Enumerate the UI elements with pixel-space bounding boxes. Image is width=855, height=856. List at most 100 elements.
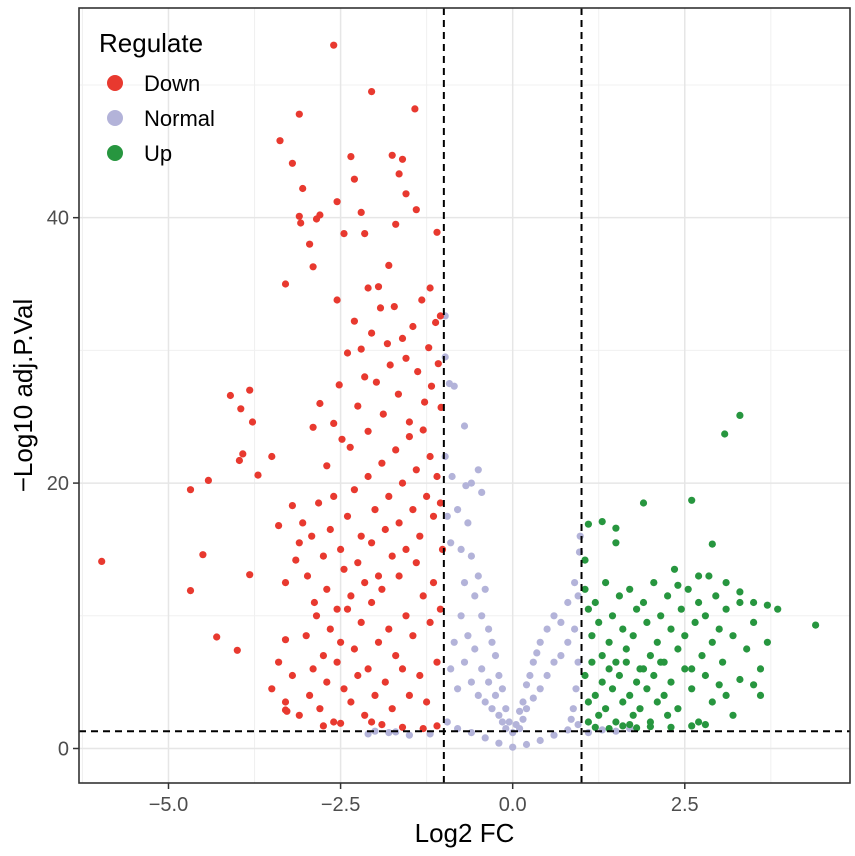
point-normal [543,671,551,680]
point-down [233,646,241,654]
point-normal [457,545,465,554]
point-down [368,598,376,607]
point-up [729,711,737,719]
point-normal [464,632,472,640]
points-layer [98,41,820,751]
threshold-lines [79,8,850,783]
series-normal [364,312,634,751]
point-normal [529,694,537,702]
point-up [615,592,624,600]
point-normal [371,727,379,735]
point-up [633,605,641,613]
point-normal [405,731,413,739]
point-up [701,721,710,729]
point-down [374,638,383,646]
point-up [646,652,655,660]
point-down [427,382,436,390]
point-down [398,479,407,487]
point-down [319,722,327,730]
point-down [246,571,254,579]
point-up [774,605,782,613]
point-down [350,486,358,494]
point-normal [502,705,510,713]
point-up [608,685,617,693]
point-down [337,719,345,727]
point-up [633,724,641,732]
point-normal [467,678,475,686]
point-normal [447,539,455,547]
point-normal [529,658,537,666]
point-normal [509,729,517,737]
point-normal [526,671,534,680]
point-normal [443,718,451,726]
point-up [591,598,599,607]
point-down [323,678,331,686]
point-normal [488,638,496,646]
point-down [246,386,254,394]
point-normal [454,506,462,514]
point-normal [495,711,503,719]
point-down [419,592,427,600]
point-down [432,318,440,327]
point-down [330,41,338,49]
point-down [402,354,410,362]
point-normal [474,466,482,474]
point-up [622,645,630,653]
point-normal [509,743,517,751]
point-up [660,691,668,700]
point-down [376,304,385,312]
point-up [643,618,651,627]
point-down [337,638,345,646]
point-down [388,705,396,713]
point-down [312,612,321,620]
point-up [688,685,696,693]
point-up [598,652,606,660]
point-down [436,499,444,507]
y-axis: 0 20 40 [47,208,79,760]
point-up [722,691,730,700]
x-tick-label: 2.5 [671,794,699,816]
point-down [268,685,276,693]
point-up [612,524,620,532]
point-down [412,559,420,567]
point-up [695,572,703,580]
point-down [310,598,318,607]
point-down [402,612,410,620]
y-axis-title: −Log10 adj.P.Val [8,299,38,493]
point-up [677,605,685,613]
point-down [416,532,424,540]
point-down [302,632,310,640]
point-up [688,722,696,730]
point-normal [498,685,506,693]
point-down [350,175,358,183]
point-up [639,665,648,673]
point-normal [612,727,620,735]
point-down [361,373,369,381]
point-up [736,675,744,684]
point-down [281,698,290,706]
point-down [326,625,334,633]
point-down [354,559,362,567]
point-down [288,671,296,680]
point-normal [471,645,479,653]
point-up [729,632,737,640]
point-up [615,671,624,680]
point-up [612,658,620,666]
point-down [361,711,369,719]
point-up [626,585,634,593]
point-normal [460,579,469,587]
point-normal [564,598,572,607]
legend-key [107,145,123,161]
point-down [433,472,441,481]
point-normal [481,734,489,742]
point-up [581,671,589,680]
point-up [608,612,617,620]
point-down [98,557,106,566]
point-down [416,671,424,680]
point-up [701,612,710,620]
plot-panel-border [78,7,851,784]
point-up [605,665,613,673]
point-normal [460,658,469,666]
point-normal [543,625,551,633]
point-up [698,652,706,660]
